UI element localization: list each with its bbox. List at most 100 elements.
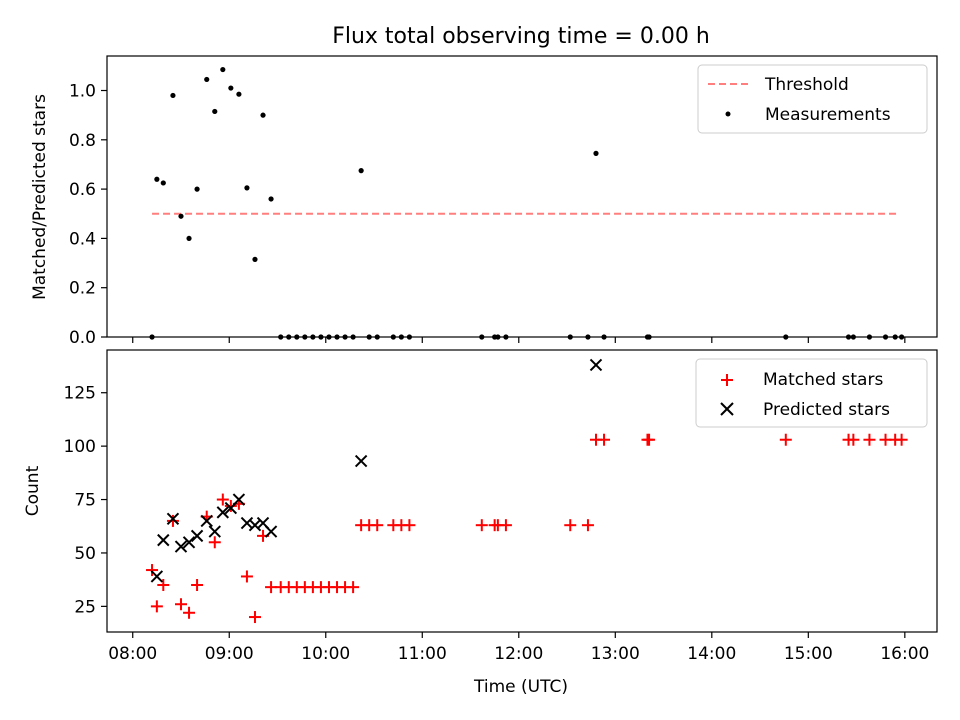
legend-matched-label: Matched stars xyxy=(763,370,883,390)
legend-matched-marker xyxy=(721,374,733,386)
matched-star-point xyxy=(248,611,261,624)
bottom-frame xyxy=(106,349,938,633)
measurement-point xyxy=(268,196,274,202)
predicted-star-point xyxy=(232,493,246,506)
top-marks xyxy=(149,66,905,340)
matched-star-point xyxy=(643,433,656,446)
top-y-tick-label: 0.4 xyxy=(69,229,96,249)
bottom-legend-box xyxy=(695,358,928,428)
matched-star-point xyxy=(216,493,229,506)
legend-predicted-label: Predicted stars xyxy=(763,400,890,420)
matched-star-point xyxy=(166,514,179,527)
matched-star-point xyxy=(895,433,908,446)
predicted-star-point xyxy=(200,514,213,528)
predicted-star-point xyxy=(240,516,254,530)
matched-star-point xyxy=(564,519,577,532)
predicted-star-point xyxy=(174,540,188,553)
predicted-star-point xyxy=(190,529,204,543)
matched-star-point xyxy=(403,519,416,532)
bottom-y-tick-label: 100 xyxy=(64,437,96,457)
predicted-star-point xyxy=(166,512,180,525)
bottom-y-tick-label: 125 xyxy=(64,384,96,404)
top-frame xyxy=(106,55,938,338)
measurement-point xyxy=(252,256,258,262)
measurement-point xyxy=(244,185,250,191)
top-y-tick-label: 0.8 xyxy=(69,131,96,151)
x-tick-label: 12:00 xyxy=(494,644,543,664)
top-x-ticks xyxy=(132,337,906,343)
measurement-point xyxy=(593,150,599,156)
measurement-point xyxy=(170,92,176,99)
x-tick-label: 08:00 xyxy=(108,644,157,664)
measurement-point xyxy=(204,76,210,83)
top-y-tick-label: 1.0 xyxy=(69,82,96,102)
top-y-tick-label: 0.0 xyxy=(69,328,96,348)
measurement-point xyxy=(194,186,200,192)
x-tick-label: 11:00 xyxy=(398,644,447,664)
x-tick-label: 14:00 xyxy=(687,644,736,664)
legend-measurements-marker xyxy=(725,111,731,117)
matched-star-point xyxy=(208,536,221,549)
matched-star-point xyxy=(191,579,204,591)
top-y-axis: 0.0 0.2 0.4 0.6 0.8 1.0 xyxy=(69,82,107,348)
top-panel: 0.0 0.2 0.4 0.6 0.8 1.0 Matched/Predicted sta… xyxy=(30,55,938,348)
predicted-star-point xyxy=(248,518,262,532)
measurement-point xyxy=(154,176,160,182)
x-tick-label: 16:00 xyxy=(880,644,929,664)
x-tick-label: 10:00 xyxy=(301,644,350,664)
x-tick-label: 15:00 xyxy=(784,644,833,664)
matched-star-point xyxy=(150,600,163,613)
predicted-star-point xyxy=(264,525,278,538)
bottom-y-axis-label: Count xyxy=(23,465,43,516)
matched-star-point xyxy=(174,598,187,611)
predicted-star-point xyxy=(182,536,196,549)
chart-title: Flux total observing time = 0.00 h xyxy=(332,24,710,49)
legend-predicted-marker xyxy=(720,402,734,416)
bottom-x-axis: 08:00 09:00 10:00 11:00 12:00 13:00 14:00 15:00… xyxy=(108,632,929,664)
measurement-point xyxy=(160,180,166,186)
bottom-y-tick-label: 25 xyxy=(74,597,96,617)
measurement-point xyxy=(358,168,364,174)
bottom-y-tick-label: 50 xyxy=(74,544,96,564)
bottom-marks xyxy=(146,358,908,624)
measurement-point xyxy=(260,112,266,118)
top-y-tick-label: 0.2 xyxy=(69,279,96,299)
matched-star-point xyxy=(847,433,860,446)
matched-star-point xyxy=(779,433,792,446)
bottom-y-tick-label: 75 xyxy=(74,491,96,511)
matched-star-point xyxy=(157,579,170,591)
legend-threshold-label: Threshold xyxy=(764,75,849,95)
predicted-star-point xyxy=(157,533,170,547)
top-legend-box xyxy=(697,64,928,134)
legend-measurements-label: Measurements xyxy=(765,105,891,125)
measurement-point xyxy=(186,235,192,242)
x-axis-label: Time (UTC) xyxy=(473,677,568,697)
matched-star-point xyxy=(598,433,611,446)
predicted-star-point xyxy=(208,525,221,538)
matched-star-point xyxy=(475,519,488,532)
matched-star-point xyxy=(146,564,159,577)
matched-star-point xyxy=(183,606,196,619)
matched-star-point xyxy=(863,433,876,446)
bottom-y-axis: 25 50 75 100 125 xyxy=(64,384,107,617)
measurement-point xyxy=(178,213,184,219)
matched-star-point xyxy=(581,519,594,532)
predicted-star-point xyxy=(216,506,230,519)
measurement-point xyxy=(220,66,226,73)
matched-star-point xyxy=(224,499,237,512)
x-tick-label: 13:00 xyxy=(591,644,640,664)
matched-star-point xyxy=(240,570,253,583)
predicted-star-point xyxy=(354,454,368,468)
measurement-point xyxy=(212,108,218,115)
measurement-point xyxy=(236,91,242,97)
predicted-star-point xyxy=(150,570,164,583)
matched-star-point xyxy=(371,519,384,532)
matched-star-point xyxy=(499,519,512,532)
top-y-axis-label: Matched/Predicted stars xyxy=(30,94,50,300)
x-tick-label: 09:00 xyxy=(205,644,254,664)
bottom-panel: 25 50 75 100 125 08:00 09:00 10:00 11:00 12:00 13… xyxy=(23,349,938,697)
matched-star-point xyxy=(347,581,360,594)
measurement-point xyxy=(228,85,234,91)
predicted-star-point xyxy=(589,358,603,372)
